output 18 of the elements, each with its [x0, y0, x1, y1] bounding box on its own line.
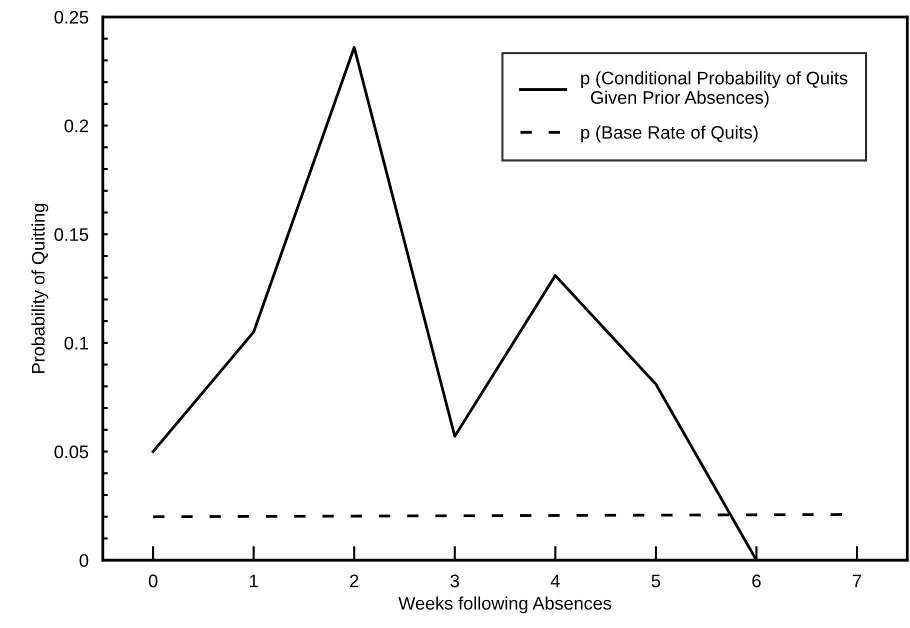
x-tick-label: 5 — [652, 574, 660, 588]
y-axis-title: Probability of Quitting — [31, 204, 48, 373]
y-tick-label: 0.2 — [64, 120, 88, 132]
y-tick-label: 0 — [80, 554, 88, 567]
y-tick-label: 0.25 — [54, 10, 88, 24]
x-tick-label: 3 — [450, 574, 459, 588]
y-tick-label: 0.15 — [54, 228, 88, 241]
legend-label: p (Base Rate of Quits) — [581, 126, 758, 142]
x-tick-label: 6 — [752, 574, 761, 588]
x-axis-title: Weeks following Absences — [398, 596, 612, 614]
x-tick-label: 7 — [852, 574, 862, 588]
x-tick-label: 4 — [550, 574, 560, 588]
y-tick-label: 0.05 — [54, 445, 88, 458]
x-tick-label: 0 — [148, 574, 158, 588]
x-tick-label: 2 — [350, 574, 358, 588]
legend-label: p (Conditional Probability of Quits Given Prior Absences) — [581, 71, 848, 108]
x-tick-label: 1 — [250, 574, 258, 588]
y-tick-label: 0.1 — [64, 336, 88, 350]
